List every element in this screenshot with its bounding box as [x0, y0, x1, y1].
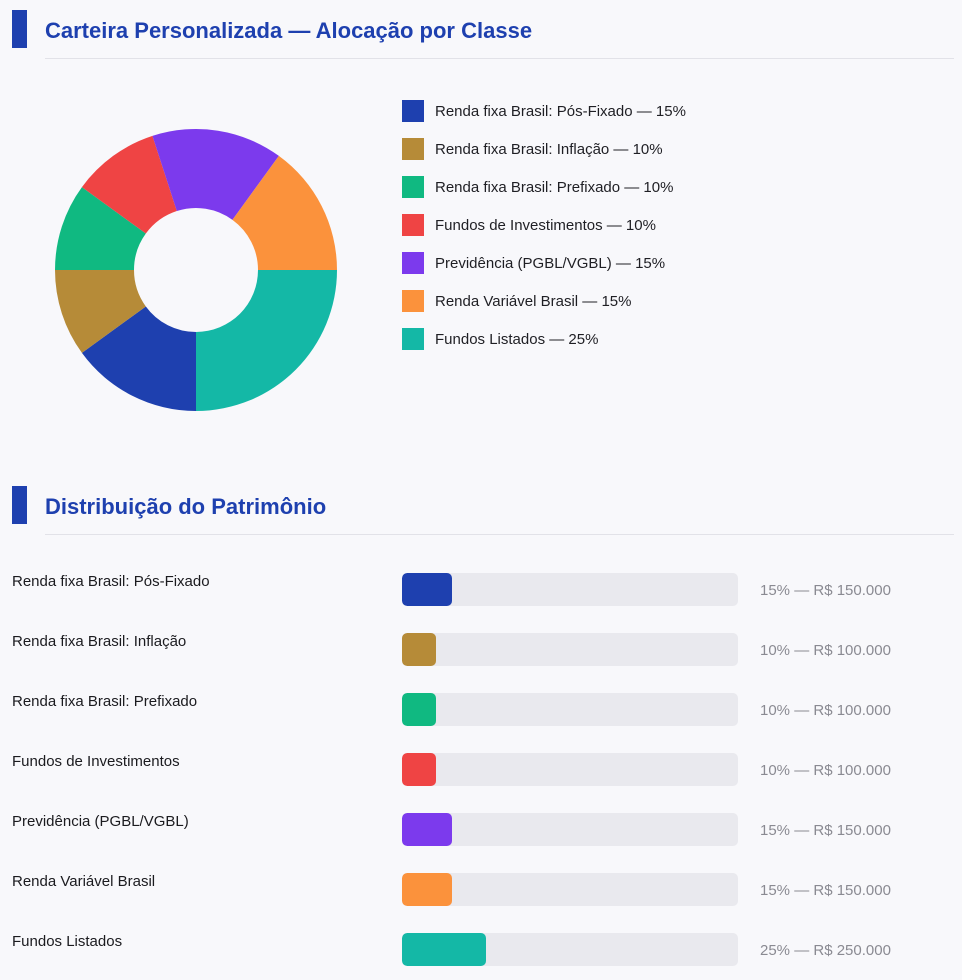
legend-item: Renda fixa Brasil: Inflação — 10% [402, 138, 822, 160]
legend-item: Fundos de Investimentos — 10% [402, 214, 822, 236]
donut-slice [232, 155, 337, 270]
donut-slice [55, 187, 146, 270]
distribution-bar-track [402, 753, 738, 786]
legend-item: Renda fixa Brasil: Prefixado — 10% [402, 176, 822, 198]
legend-label: Previdência (PGBL/VGBL) — 15% [435, 255, 666, 272]
legend-item: Previdência (PGBL/VGBL) — 15% [402, 252, 822, 274]
section-accent-bar [12, 10, 27, 48]
distribution-row-value: 10% — R$ 100.000 [760, 642, 891, 659]
donut-slice [196, 270, 337, 411]
distribution-row-value: 15% — R$ 150.000 [760, 882, 891, 899]
legend-swatch [402, 252, 424, 274]
legend-swatch [402, 138, 424, 160]
distribution-bar-fill [402, 693, 436, 726]
distribution-row-value: 15% — R$ 150.000 [760, 822, 891, 839]
distribution-row-label: Previdência (PGBL/VGBL) [12, 813, 189, 830]
legend-item: Renda Variável Brasil — 15% [402, 290, 822, 312]
distribution-row-label: Fundos de Investimentos [12, 753, 180, 770]
distribution-row: Fundos Listados 25% — R$ 250.000 [0, 933, 962, 969]
distribution-bar-fill [402, 813, 453, 846]
section-accent-bar [12, 486, 27, 524]
distribution-bar-track [402, 633, 738, 666]
legend-swatch [402, 290, 424, 312]
distribution-row-label: Renda fixa Brasil: Pós-Fixado [12, 573, 210, 590]
distribution-bar-track [402, 873, 738, 906]
distribution-bar-track [402, 693, 738, 726]
distribution-bar-fill [402, 573, 453, 606]
legend-item: Renda fixa Brasil: Pós-Fixado — 15% [402, 100, 822, 122]
distribution-row-label: Renda Variável Brasil [12, 873, 156, 890]
distribution-row-label: Fundos Listados [12, 933, 123, 950]
distribution-section-header: Distribuição do Patrimônio [12, 486, 954, 535]
distribution-row: Renda Variável Brasil 15% — R$ 150.000 [0, 873, 962, 909]
legend-swatch [402, 214, 424, 236]
distribution-row-value: 15% — R$ 150.000 [760, 582, 891, 599]
distribution-row: Renda fixa Brasil: Prefixado 10% — R$ 10… [0, 693, 962, 729]
donut-slice [55, 270, 146, 353]
distribution-bar-fill [402, 633, 436, 666]
distribution-bar-track [402, 573, 738, 606]
distribution-bar-fill [402, 873, 453, 906]
distribution-bar-track [402, 933, 738, 966]
distribution-row-value: 25% — R$ 250.000 [760, 942, 891, 959]
donut-slice [81, 306, 196, 411]
legend-swatch [402, 100, 424, 122]
legend-label: Renda fixa Brasil: Prefixado — 10% [435, 179, 674, 196]
allocation-donut-chart [55, 129, 337, 411]
legend-label: Renda fixa Brasil: Pós-Fixado — 15% [435, 103, 686, 120]
section-divider [45, 58, 954, 59]
distribution-bar-fill [402, 753, 436, 786]
distribution-section-title: Distribuição do Patrimônio [45, 494, 327, 519]
distribution-row: Previdência (PGBL/VGBL) 15% — R$ 150.000 [0, 813, 962, 849]
distribution-row-label: Renda fixa Brasil: Inflação [12, 633, 187, 650]
legend-swatch [402, 328, 424, 350]
donut-slice [152, 129, 279, 220]
legend-swatch [402, 176, 424, 198]
distribution-row-label: Renda fixa Brasil: Prefixado [12, 693, 198, 710]
distribution-bar-fill [402, 933, 486, 966]
legend-label: Fundos Listados — 25% [435, 331, 599, 348]
distribution-row-value: 10% — R$ 100.000 [760, 702, 891, 719]
legend-item: Fundos Listados — 25% [402, 328, 822, 350]
distribution-row-value: 10% — R$ 100.000 [760, 762, 891, 779]
legend-label: Fundos de Investimentos — 10% [435, 217, 656, 234]
distribution-bar-track [402, 813, 738, 846]
allocation-section-header: Carteira Personalizada — Alocação por Cl… [12, 10, 954, 59]
donut-slice [81, 135, 177, 234]
section-divider [45, 534, 954, 535]
distribution-row: Renda fixa Brasil: Inflação 10% — R$ 100… [0, 633, 962, 669]
allocation-section-title: Carteira Personalizada — Alocação por Cl… [45, 18, 533, 43]
distribution-row: Fundos de Investimentos 10% — R$ 100.000 [0, 753, 962, 789]
distribution-row: Renda fixa Brasil: Pós-Fixado 15% — R$ 1… [0, 573, 962, 609]
legend-label: Renda Variável Brasil — 15% [435, 293, 632, 310]
legend-label: Renda fixa Brasil: Inflação — 10% [435, 141, 663, 158]
